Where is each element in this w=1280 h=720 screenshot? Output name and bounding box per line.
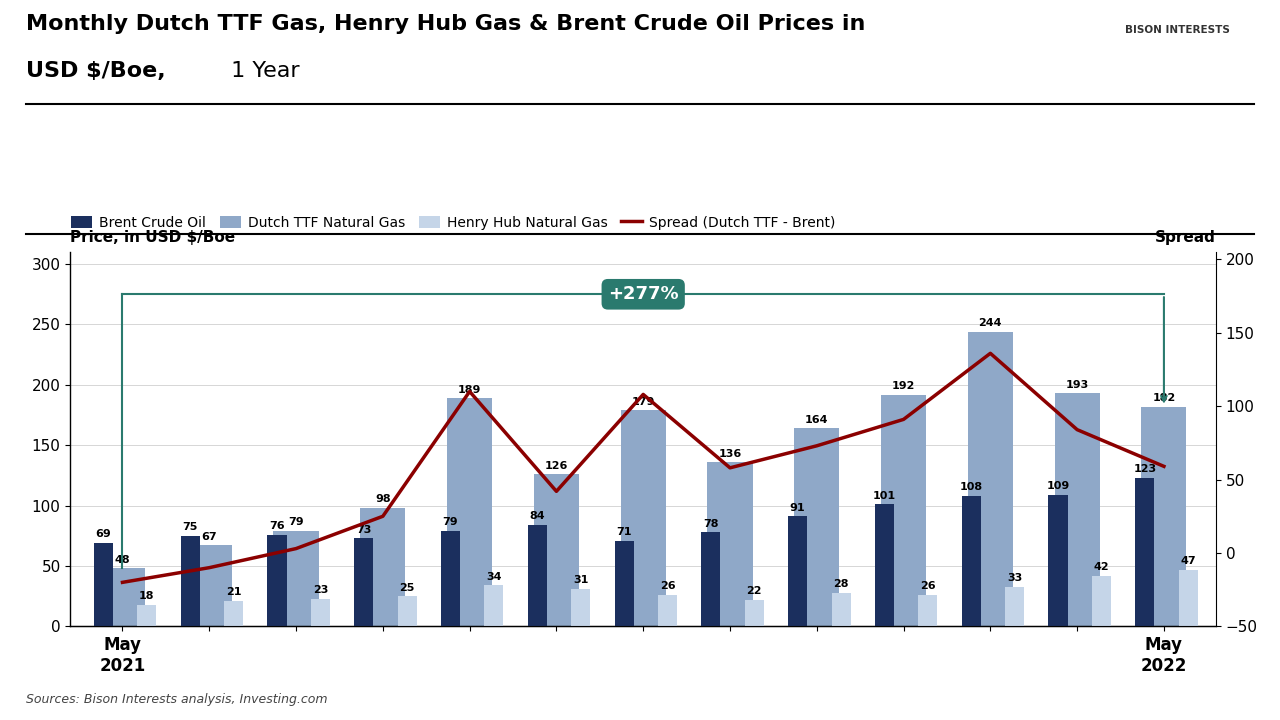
Text: 189: 189	[458, 384, 481, 395]
Bar	[701, 532, 721, 626]
Text: 67: 67	[201, 532, 218, 542]
Bar	[968, 332, 1012, 626]
Text: 79: 79	[443, 518, 458, 527]
Bar	[1142, 407, 1187, 626]
Text: 23: 23	[312, 585, 328, 595]
Bar	[1055, 393, 1100, 626]
Text: 28: 28	[833, 579, 849, 589]
Text: 123: 123	[1133, 464, 1156, 474]
Bar	[708, 462, 753, 626]
Bar	[1179, 570, 1198, 626]
Bar	[442, 531, 460, 626]
Text: 71: 71	[617, 527, 632, 537]
Text: 84: 84	[530, 511, 545, 521]
Bar	[1005, 587, 1024, 626]
Bar	[311, 598, 330, 626]
Text: 1 Year: 1 Year	[224, 61, 300, 81]
Bar	[794, 428, 840, 626]
Text: 73: 73	[356, 525, 371, 535]
Text: 69: 69	[96, 529, 111, 539]
Text: 42: 42	[1093, 562, 1110, 572]
Bar	[268, 535, 287, 626]
Bar	[355, 539, 374, 626]
Bar	[484, 585, 503, 626]
Bar	[274, 531, 319, 626]
Text: 244: 244	[979, 318, 1002, 328]
Text: 22: 22	[746, 586, 762, 596]
Text: 182: 182	[1152, 393, 1175, 403]
Bar	[224, 601, 243, 626]
Text: +277%: +277%	[608, 285, 678, 303]
Text: 18: 18	[140, 591, 155, 601]
Bar	[1092, 576, 1111, 626]
Bar	[398, 596, 417, 626]
Text: 76: 76	[269, 521, 284, 531]
Bar	[658, 595, 677, 626]
Text: 34: 34	[486, 572, 502, 582]
Bar	[534, 474, 579, 626]
Text: 98: 98	[375, 495, 390, 505]
Text: 101: 101	[873, 491, 896, 501]
Text: 78: 78	[703, 518, 718, 528]
Text: 31: 31	[573, 575, 589, 585]
Text: Spread: Spread	[1155, 230, 1216, 245]
Bar	[571, 589, 590, 626]
Text: 109: 109	[1047, 481, 1070, 491]
Bar	[788, 516, 808, 626]
Bar	[918, 595, 937, 626]
Bar	[621, 410, 666, 626]
Bar	[1048, 495, 1068, 626]
Text: 179: 179	[631, 397, 655, 407]
Text: 25: 25	[399, 582, 415, 593]
Text: 79: 79	[288, 518, 303, 527]
Bar	[360, 508, 406, 626]
Bar	[832, 593, 851, 626]
Text: 47: 47	[1180, 556, 1196, 566]
Text: 136: 136	[718, 449, 741, 459]
Text: Sources: Bison Interests analysis, Investing.com: Sources: Bison Interests analysis, Inves…	[26, 693, 328, 706]
Text: 164: 164	[805, 415, 828, 425]
Text: 21: 21	[225, 588, 242, 598]
Text: 75: 75	[183, 522, 198, 532]
Text: 26: 26	[920, 581, 936, 591]
Bar	[527, 525, 547, 626]
Text: 26: 26	[659, 581, 676, 591]
Text: 91: 91	[790, 503, 805, 513]
Text: BISON INTERESTS: BISON INTERESTS	[1125, 25, 1230, 35]
Bar	[881, 395, 927, 626]
Text: 48: 48	[115, 555, 131, 564]
Bar	[137, 605, 156, 626]
Text: Monthly Dutch TTF Gas, Henry Hub Gas & Brent Crude Oil Prices in: Monthly Dutch TTF Gas, Henry Hub Gas & B…	[26, 14, 865, 35]
Text: 33: 33	[1007, 573, 1023, 583]
Bar	[961, 496, 980, 626]
Text: USD $/Boe,: USD $/Boe,	[26, 61, 165, 81]
Bar	[100, 568, 145, 626]
Text: 108: 108	[960, 482, 983, 492]
Bar	[180, 536, 200, 626]
Bar	[93, 543, 113, 626]
Text: 193: 193	[1065, 379, 1089, 390]
Bar	[745, 600, 764, 626]
Bar	[1135, 478, 1155, 626]
Text: 126: 126	[545, 461, 568, 471]
Bar	[187, 546, 232, 626]
Bar	[876, 505, 893, 626]
Text: Price, in USD $/Boe: Price, in USD $/Boe	[70, 230, 236, 245]
Text: 192: 192	[892, 381, 915, 391]
Bar	[614, 541, 634, 626]
Bar	[447, 398, 493, 626]
Legend: Brent Crude Oil, Dutch TTF Natural Gas, Henry Hub Natural Gas, Spread (Dutch TTF: Brent Crude Oil, Dutch TTF Natural Gas, …	[65, 210, 841, 235]
